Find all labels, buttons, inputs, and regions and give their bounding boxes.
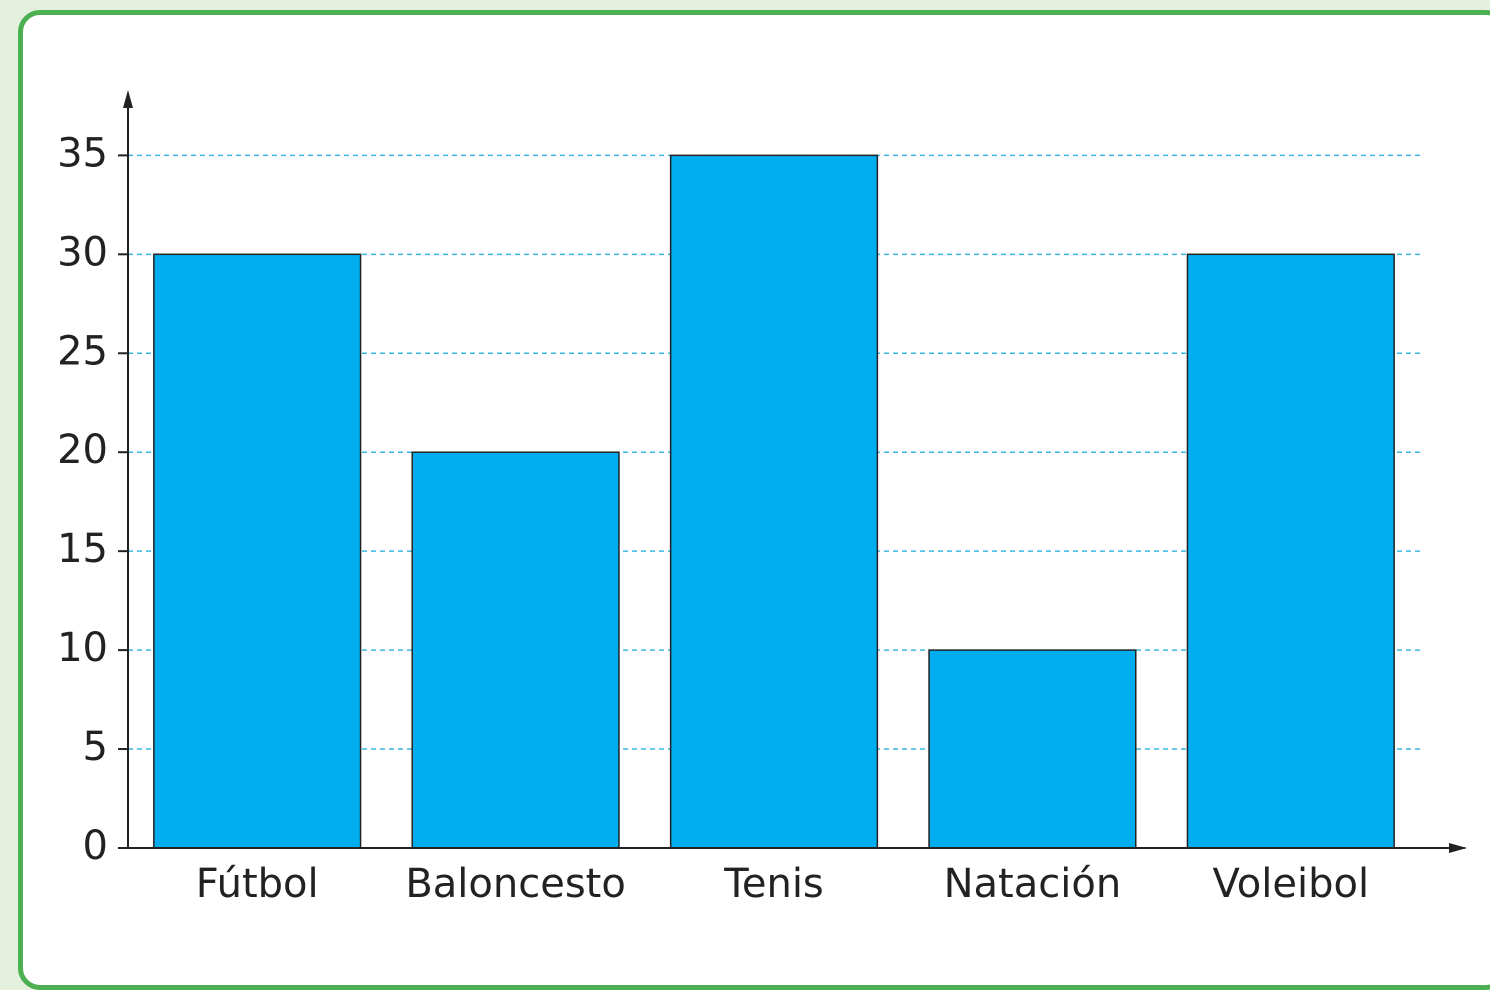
y-tick-label: 15 (57, 526, 108, 572)
bar (411, 451, 620, 849)
x-tick-label: Baloncesto (405, 861, 626, 907)
y-tick-label: 10 (57, 625, 108, 671)
y-tick-label: 20 (57, 427, 108, 473)
bar (669, 154, 879, 849)
chart: 0 5 10 15 20 25 30 35 Fútbol Baloncesto Tenis Natac… (57, 90, 1467, 907)
y-tick-label: 30 (57, 229, 108, 275)
y-tick-label: 5 (83, 724, 108, 770)
y-tick-label: 25 (57, 328, 108, 374)
x-tick-label: Voleibol (1213, 861, 1370, 907)
x-tick-label: Natación (944, 861, 1122, 907)
bar (1186, 253, 1395, 849)
bar (153, 253, 362, 849)
page: {"chart_data": {"type": "bar", "categori… (18, 10, 1490, 990)
y-axis-arrow (123, 90, 133, 108)
x-tick-label: Tenis (723, 861, 824, 907)
y-tick-label: 0 (83, 823, 108, 869)
x-axis-arrow (1449, 843, 1467, 853)
y-tick-label: 35 (57, 130, 108, 176)
x-tick-label: Fútbol (196, 861, 319, 907)
bar (928, 649, 1137, 849)
